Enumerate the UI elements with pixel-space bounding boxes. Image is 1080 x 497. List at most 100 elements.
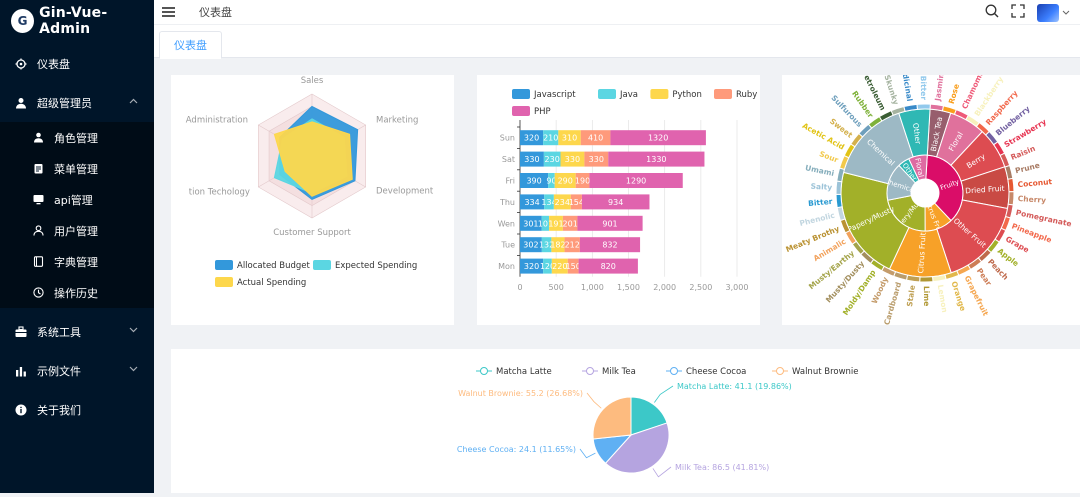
avatar [1037,3,1059,22]
menu-icon [33,163,44,174]
pie-slice-label: Matcha Latte: 41.1 (19.86%) [677,382,792,391]
bar-value-label: 1290 [626,177,646,186]
radar-indicator-label: Administration [186,116,248,126]
sidebar-item-label: 字典管理 [54,255,98,269]
legend-label: Milk Tea [602,367,636,377]
legend-label: Actual Spending [237,278,306,288]
legend-label: Javascript [533,90,576,100]
legend-label: Walnut Brownie [792,367,859,377]
sunburst-leaf-label: Coconut [1017,177,1053,189]
sunburst-outer-segment [919,276,934,283]
y-tick-label: Sat [502,155,515,164]
sidebar-item-role[interactable]: 角色管理 [0,122,154,153]
sunburst-label: Dried Fruit [965,184,1005,196]
sunburst-leaf-label: Orange [949,280,967,312]
bar-value-label: 220 [552,262,567,271]
sunburst-outer-segment [835,180,843,195]
sidebar-item-users[interactable]: 用户管理 [0,215,154,246]
legend-label: Java [619,90,638,100]
bar-value-label: 120 [540,262,555,271]
user-avatar[interactable] [1037,3,1070,22]
sunburst-leaf-label: Stale [905,285,917,308]
top-right-actions [985,3,1070,22]
legend-marker [670,367,678,375]
bar-segment [578,258,638,274]
tab-dashboard[interactable]: 仪表盘 [159,31,222,59]
pie-label-line [654,385,674,403]
legend-label: Python [672,90,701,100]
sunburst-leaf-label: Prune [1014,161,1040,176]
legend-swatch [215,277,233,287]
sidebar-item-label: api管理 [54,193,93,207]
radar-indicator-label: Marketing [376,116,418,126]
info-icon [15,404,27,416]
sidebar-item-menu-manage[interactable]: 菜单管理 [0,153,154,184]
bar-value-label: 201 [563,219,578,228]
search-icon[interactable] [985,3,999,22]
sidebar-item-about[interactable]: 关于我们 [0,390,154,429]
pie-slice-label: Walnut Brownie: 55.2 (26.68%) [458,389,583,398]
sidebar-item-examples[interactable]: 示例文件 [0,351,154,390]
bar-segment [520,237,542,253]
y-tick-label: Mon [498,262,515,271]
bar-segment [543,130,559,146]
bar-value-label: 410 [588,134,603,143]
bar-segment [520,151,544,167]
radar-indicator-label: Development [376,187,434,197]
role-icon [33,132,44,143]
bar-value-label: 210 [543,134,558,143]
notebook-icon [33,256,44,267]
sidebar-item-api[interactable]: api管理 [0,184,154,215]
bar-value-label: 330 [565,155,580,164]
radar-chart: Sales Marketing Development Customer Suppor… [186,76,434,288]
bar-value-label: 230 [545,155,560,164]
sunburst-leaf-label: Jasmine [933,75,947,102]
sidebar-item-label: 关于我们 [37,403,81,417]
bar-segment [579,237,641,253]
bar-value-label: 310 [562,134,577,143]
radar-indicator-label: tion Techology [189,188,250,198]
bar-segment [541,215,550,231]
sidebar-item-history[interactable]: 操作历史 [0,277,154,308]
bar-segment [544,194,554,210]
sidebar-item-super-admin[interactable]: 超级管理员 [0,83,154,122]
chevron-down-icon [129,365,138,375]
sidebar-item-dictionary[interactable]: 字典管理 [0,246,154,277]
clock-icon [33,287,44,298]
sunburst-leaf-label: Medicinal [899,75,915,102]
hamburger-menu-icon[interactable] [162,7,175,17]
sunburst-leaf-label: Pear [975,266,994,287]
sunburst-leaf-label: Umami [804,163,835,178]
sidebar-item-label: 示例文件 [37,364,81,378]
bar-segment [567,258,579,274]
pie-chart-card: Matcha Latte Milk Tea Cheese Cocoa Walnut B… [171,349,1080,493]
sunburst-leaf-label: Lime [922,286,931,306]
legend-marker [776,367,784,375]
pie-slice-label: Cheese Cocoa: 24.1 (11.65%) [457,445,576,454]
bar-segment [553,194,571,210]
legend-label: PHP [534,107,551,117]
sidebar-item-system-tools[interactable]: 系统工具 [0,312,154,351]
x-tick-label: 2,500 [689,283,712,292]
sunburst-outer-segment [1007,191,1015,206]
x-tick-label: 3,000 [726,283,749,292]
bar-value-label: 934 [608,198,623,207]
bar-chart-card: Javascript Java Python Ruby PHP 0 500 1,000 1,50… [477,75,760,325]
bar-value-label: 820 [601,262,616,271]
bar-value-label: 234 [555,198,570,207]
bar-value-label: 150 [566,262,581,271]
dashboard-icon [15,58,27,70]
pie-slice [604,422,670,474]
bar-segment [541,237,552,253]
toolbox-icon [15,325,27,338]
sunburst-leaf-label: Phenolic [799,211,836,228]
bar-segment [548,173,555,188]
bar-value-label: 134 [541,198,556,207]
legend-label: Matcha Latte [496,367,552,377]
fullscreen-icon[interactable] [1011,3,1025,22]
sidebar-item-dashboard[interactable]: 仪表盘 [0,44,154,83]
app-logo[interactable]: G Gin-Vue-Admin [0,0,154,42]
bar-segment [608,151,705,167]
bar-value-label: 90 [546,177,556,186]
legend-swatch [650,89,669,99]
